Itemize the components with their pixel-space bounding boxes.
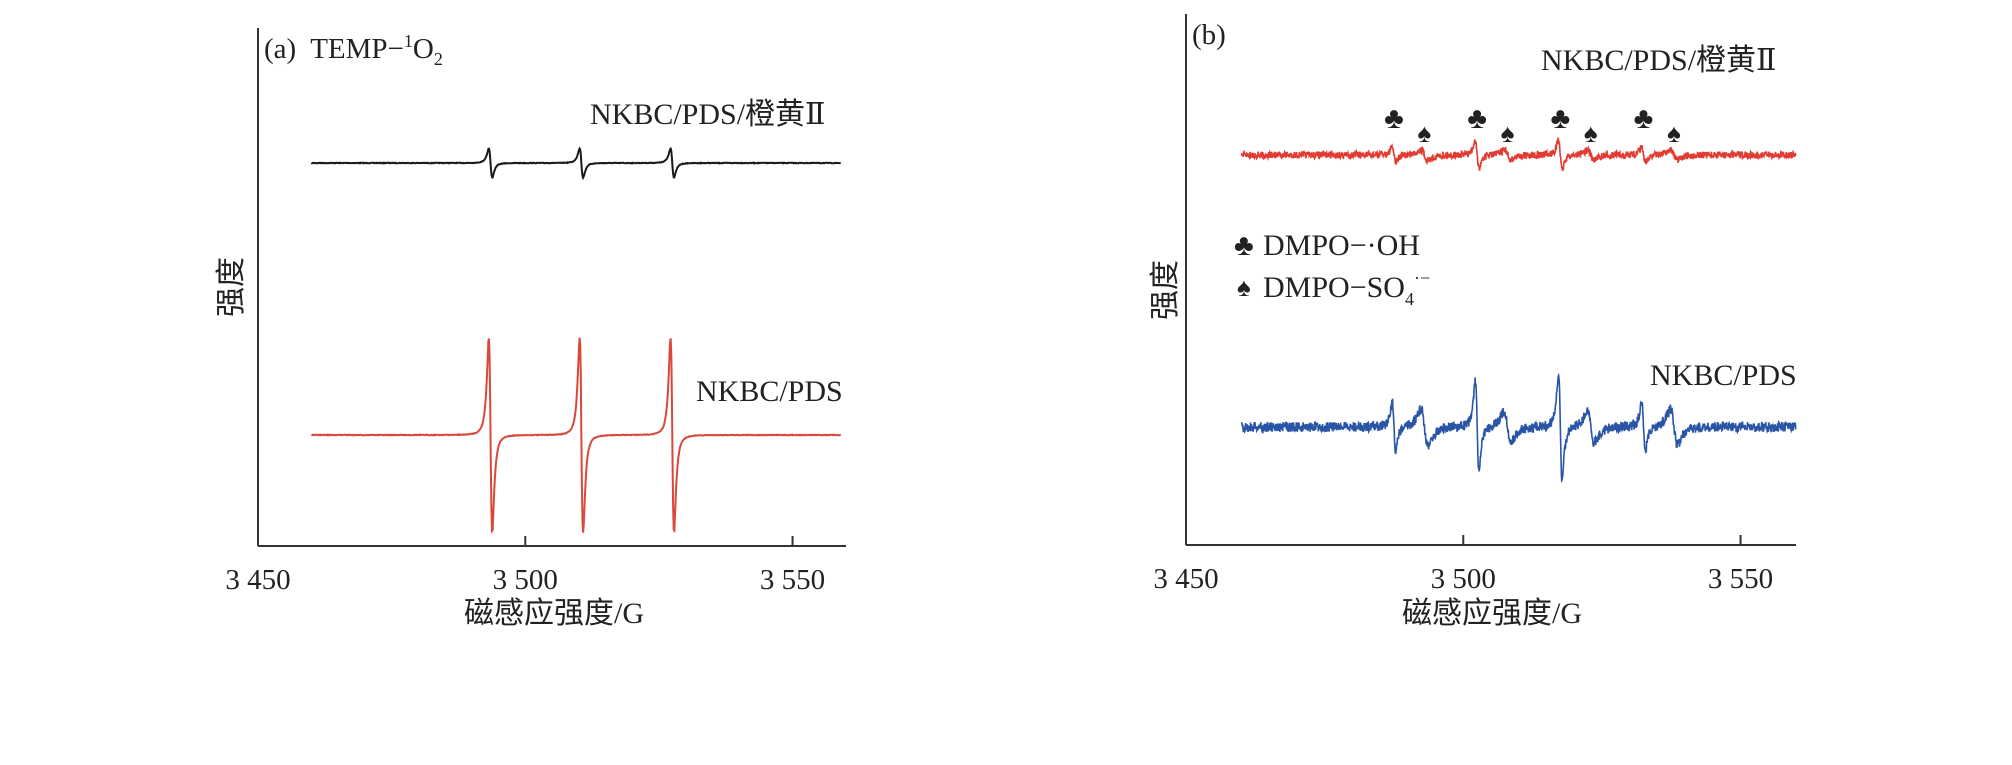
panel-b-peak-marker-1: ♠: [1418, 119, 1432, 148]
panel-b-series-1-label: NKBC/PDS: [1650, 359, 1797, 392]
panel-a-series-1-label: NKBC/PDS: [696, 375, 843, 408]
legend-entry-0-symbol: ♣: [1234, 229, 1254, 262]
panel-a-y-axis-label: 强度: [215, 257, 248, 317]
panel-a-series-1-line: [310, 337, 842, 534]
panel-a-x-tick-label-0: 3 450: [225, 564, 290, 596]
panel-b-peak-marker-7: ♠: [1667, 119, 1681, 148]
panel-a-series-0-line: [310, 146, 841, 181]
legend-entry-1-symbol: ♠: [1237, 273, 1251, 302]
panel-b-y-axis-label: 强度: [1149, 260, 1182, 320]
panel-b-x-axis-label: 磁感应强度/G: [1402, 597, 1582, 630]
panel-a-x-tick-label-1: 3 500: [493, 564, 558, 596]
panel-b-series-0-label: NKBC/PDS/橙黄Ⅱ: [1541, 44, 1776, 77]
panel-b-x-tick-label-2: 3 550: [1708, 563, 1773, 595]
panel-a-label: (a) TEMP−1O2: [264, 31, 443, 69]
panel-b-chart: 3 450 3 500 3 550 (b) 强度 磁感应强度/G NKBC/PDS/…: [1149, 14, 1797, 630]
panel-b-peak-marker-6: ♣: [1634, 102, 1654, 135]
panel-b-legend: ♣ DMPO−·OH ♠ DMPO−SO4·−: [1234, 229, 1430, 309]
panel-b-x-tick-label-1: 3 500: [1431, 563, 1496, 595]
panel-a-chart: 3 450 3 500 3 550 (a) TEMP−1O2 强度 磁感应强度/G N…: [215, 28, 846, 630]
legend-entry-0-label: DMPO−·OH: [1263, 229, 1420, 262]
panel-a-x-axis-label: 磁感应强度/G: [464, 597, 644, 630]
panel-a-x-tick-label-2: 3 550: [760, 564, 825, 596]
panel-b-peak-marker-3: ♠: [1501, 119, 1515, 148]
panel-a-series-0-label: NKBC/PDS/橙黄Ⅱ: [590, 98, 825, 131]
panel-b-series-1-line: [1240, 372, 1797, 483]
panel-b-peak-marker-5: ♠: [1584, 119, 1598, 148]
panel-b-x-tick-label-0: 3 450: [1153, 563, 1218, 595]
panel-b-peak-marker-2: ♣: [1467, 102, 1487, 135]
panel-b-peak-marker-4: ♣: [1550, 102, 1570, 135]
panel-b-label: (b): [1192, 19, 1226, 51]
panel-b-peak-marker-0: ♣: [1384, 102, 1404, 135]
panel-b-series-0-line: [1240, 137, 1797, 172]
legend-entry-1-label: DMPO−SO4·−: [1263, 268, 1430, 309]
